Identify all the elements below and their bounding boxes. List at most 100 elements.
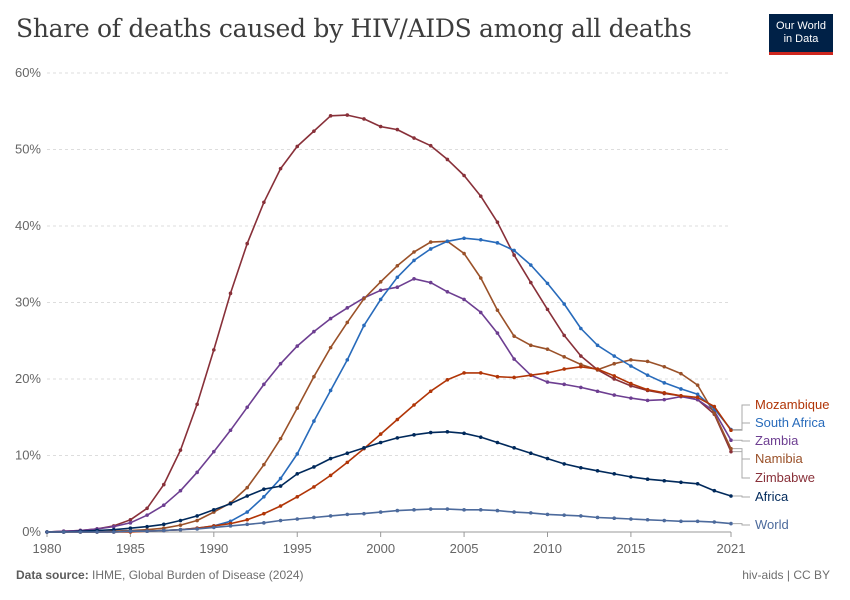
data-point-zambia	[579, 385, 583, 390]
data-point-zambia	[328, 316, 333, 321]
data-point-mozambique	[262, 511, 266, 516]
data-point-africa	[495, 440, 500, 445]
data-point-africa	[212, 508, 216, 512]
data-point-mozambique	[579, 364, 583, 369]
data-point-world	[562, 513, 566, 517]
data-point-africa	[645, 477, 650, 482]
data-point-africa	[545, 456, 550, 461]
data-point-namibia	[278, 436, 283, 441]
data-point-zimbabwe	[529, 280, 533, 285]
legend-label-namibia: Namibia	[755, 451, 803, 466]
data-point-zimbabwe	[462, 173, 466, 178]
data-point-namibia	[395, 263, 400, 268]
data-point-mozambique	[278, 504, 283, 508]
data-point-zambia	[212, 449, 216, 454]
data-point-namibia	[478, 276, 483, 280]
data-point-zambia	[412, 276, 416, 281]
data-point-world	[195, 527, 199, 531]
data-point-world	[178, 527, 183, 532]
data-point-zambia	[195, 470, 199, 475]
data-point-world	[595, 515, 600, 520]
data-point-zimbabwe	[328, 114, 333, 118]
data-point-world	[729, 521, 733, 526]
data-point-zimbabwe	[478, 194, 483, 198]
data-point-zimbabwe	[178, 448, 183, 452]
data-point-world	[428, 507, 433, 511]
data-point-zambia	[495, 331, 500, 335]
data-point-world	[712, 520, 717, 524]
data-point-namibia	[495, 308, 500, 312]
data-point-zimbabwe	[295, 144, 300, 149]
data-point-africa	[629, 475, 633, 479]
data-point-south-africa	[245, 510, 249, 514]
label-connector-world	[733, 523, 750, 526]
data-point-zimbabwe	[245, 241, 249, 246]
data-point-world	[328, 514, 333, 518]
data-point-mozambique	[378, 432, 383, 436]
x-tick-label: 2015	[616, 541, 645, 556]
data-point-south-africa	[445, 239, 450, 244]
data-point-zambia	[512, 357, 516, 361]
data-point-africa	[462, 431, 466, 436]
data-point-world	[395, 508, 400, 513]
data-point-world	[412, 508, 416, 512]
data-point-zimbabwe	[512, 253, 516, 257]
data-point-world	[579, 514, 583, 518]
data-point-world	[312, 515, 316, 520]
data-point-zambia	[478, 310, 483, 315]
data-point-south-africa	[495, 241, 500, 245]
y-tick-label: 40%	[15, 218, 41, 233]
data-point-africa	[278, 484, 283, 488]
data-point-world	[695, 519, 700, 524]
data-point-africa	[562, 462, 566, 466]
data-point-zimbabwe	[729, 449, 733, 454]
data-point-zimbabwe	[161, 482, 166, 487]
data-source: Data source: IHME, Global Burden of Dise…	[16, 568, 303, 582]
data-point-world	[161, 528, 166, 533]
data-point-africa	[445, 429, 450, 434]
data-point-zimbabwe	[362, 117, 366, 121]
data-point-world	[212, 525, 216, 530]
data-point-zimbabwe	[412, 136, 416, 140]
data-point-africa	[178, 518, 183, 523]
data-point-zimbabwe	[128, 517, 133, 522]
data-point-africa	[662, 478, 667, 483]
owid-logo[interactable]: Our World in Data	[769, 14, 833, 55]
data-point-africa	[529, 451, 533, 456]
data-point-world	[512, 510, 516, 514]
y-tick-label: 30%	[15, 295, 41, 310]
data-point-zambia	[111, 524, 116, 529]
data-point-namibia	[345, 320, 350, 325]
data-point-south-africa	[262, 495, 266, 499]
data-point-namibia	[295, 406, 300, 410]
data-point-zambia	[378, 288, 383, 293]
data-point-namibia	[362, 296, 366, 301]
data-point-zimbabwe	[545, 307, 550, 312]
data-point-namibia	[195, 518, 199, 523]
data-point-africa	[395, 436, 400, 440]
data-point-zambia	[145, 513, 149, 517]
label-connector-south-africa	[733, 422, 750, 430]
label-connector-mozambique	[733, 404, 750, 431]
data-point-south-africa	[462, 236, 466, 241]
data-point-zambia	[245, 405, 249, 410]
legend-label-zimbabwe: Zimbabwe	[755, 470, 815, 485]
data-point-mozambique	[662, 390, 667, 395]
data-point-mozambique	[245, 517, 249, 522]
data-point-zambia	[562, 382, 566, 387]
data-point-namibia	[529, 343, 533, 348]
data-point-world	[95, 530, 99, 534]
data-point-south-africa	[529, 263, 533, 267]
data-point-zambia	[295, 344, 300, 348]
data-point-world	[278, 518, 283, 523]
data-point-namibia	[245, 485, 249, 490]
data-point-africa	[295, 472, 300, 476]
data-point-south-africa	[645, 373, 650, 377]
legend-label-zambia: Zambia	[755, 433, 799, 448]
data-point-mozambique	[612, 374, 617, 378]
data-point-africa	[512, 446, 516, 450]
data-point-zimbabwe	[428, 143, 433, 148]
x-tick-label: 2021	[717, 541, 746, 556]
data-point-namibia	[378, 280, 383, 284]
data-point-south-africa	[545, 281, 550, 286]
